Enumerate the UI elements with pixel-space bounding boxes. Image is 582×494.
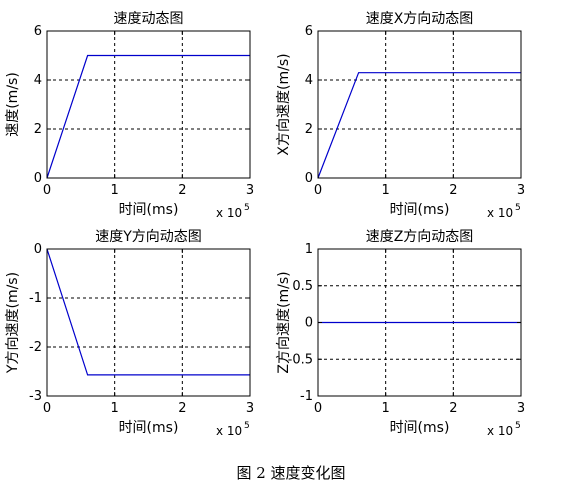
y-tick-label: -1 [29,291,42,306]
y-tick-label: 0 [305,171,313,186]
series-line [317,72,521,179]
x-tick-label: 1 [111,401,119,416]
y-tick-label: 4 [34,73,42,88]
x-tick-label: 1 [382,401,390,416]
x-tick-label: 0 [43,183,51,198]
x-axis-label: 时间(ms) [390,202,450,218]
x-tick-label: 1 [111,183,119,198]
chart-title: 速度动态图 [114,11,184,27]
y-tick-label: 4 [305,73,313,88]
x-tick-label: 3 [517,401,525,416]
x-tick-label: 3 [517,183,525,198]
x-axis-multiplier-exponent: 5 [515,203,521,213]
x-axis-label: 时间(ms) [119,202,179,218]
x-axis-label: 时间(ms) [390,420,450,436]
y-tick-label: 0 [34,242,42,257]
x-axis-multiplier: x 10 [216,424,242,438]
x-axis-multiplier: x 10 [487,206,513,220]
y-axis-label: Y方向速度(m/s) [5,272,21,374]
x-tick-label: 0 [43,401,51,416]
y-tick-label: 2 [305,122,313,137]
x-axis-multiplier-exponent: 5 [244,203,250,213]
y-tick-label: 6 [34,24,42,39]
y-tick-label: -1 [300,389,313,404]
y-tick-label: 0 [34,171,42,186]
chart-title: 速度Z方向动态图 [366,229,474,245]
y-tick-label: -3 [29,389,42,404]
y-tick-label: -0.5 [288,352,313,367]
axes-frame [46,248,251,397]
y-tick-label: 1 [305,242,313,257]
y-tick-label: -2 [29,340,42,355]
y-axis-label: 速度(m/s) [5,72,21,137]
x-tick-label: 0 [314,183,322,198]
series-line [46,54,250,179]
chart-title: 速度Y方向动态图 [95,229,202,245]
chart-title: 速度X方向动态图 [366,11,474,27]
y-tick-label: 2 [34,122,42,137]
x-axis-label: 时间(ms) [119,420,179,436]
y-tick-label: 0 [305,316,313,331]
x-tick-label: 3 [246,183,254,198]
axes-frame [317,30,522,179]
series-line [46,248,250,376]
x-tick-label: 3 [246,401,254,416]
x-axis-multiplier-exponent: 5 [244,421,250,431]
axes-frame [46,30,251,179]
x-axis-multiplier-exponent: 5 [515,421,521,431]
x-tick-label: 1 [382,183,390,198]
x-tick-label: 2 [449,401,457,416]
y-tick-label: 6 [305,24,313,39]
y-tick-label: 0.5 [292,279,313,294]
x-tick-label: 0 [314,401,322,416]
x-tick-label: 2 [178,183,186,198]
x-tick-label: 2 [449,183,457,198]
x-tick-label: 2 [178,401,186,416]
y-axis-label: Z方向速度(m/s) [276,271,292,373]
y-axis-label: X方向速度(m/s) [276,53,292,155]
x-axis-multiplier: x 10 [216,206,242,220]
x-axis-multiplier: x 10 [487,424,513,438]
figure-caption: 图 2 速度变化图 [236,464,346,482]
